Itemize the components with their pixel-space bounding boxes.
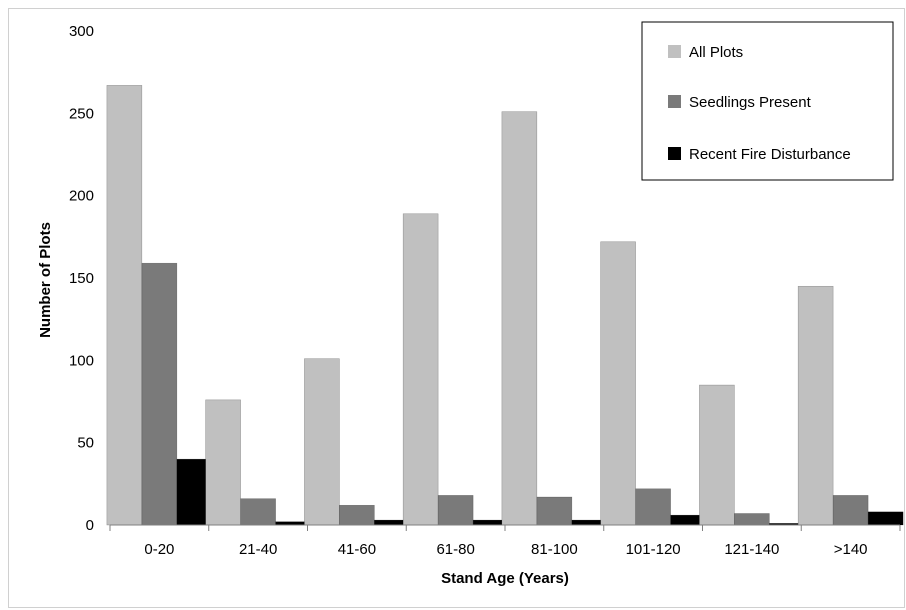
x-tick-label: 21-40	[239, 541, 277, 558]
legend-swatch	[668, 147, 681, 160]
bar-all-plots-5	[600, 241, 636, 526]
legend-swatch	[668, 95, 681, 108]
legend-label: Seedlings Present	[689, 94, 812, 111]
bar-seedlings-present-5	[635, 488, 671, 526]
x-tick-label: 41-60	[338, 541, 376, 558]
legend-swatch	[668, 45, 681, 58]
x-tick-label: 101-120	[626, 541, 681, 558]
y-tick-label: 150	[69, 270, 94, 287]
y-tick-label: 200	[69, 188, 94, 205]
y-axis-title: Number of Plots	[37, 222, 54, 338]
y-tick-label: 300	[69, 23, 94, 40]
y-tick-label: 250	[69, 105, 94, 122]
chart-frame	[8, 8, 905, 608]
legend: All Plots Seedlings Present Recent Fire Di…	[641, 21, 894, 181]
bar-all-plots-3	[402, 213, 439, 526]
y-tick-label: 50	[77, 435, 94, 452]
legend-label: All Plots	[689, 44, 743, 61]
bar-all-plots-7	[797, 285, 834, 526]
bar-all-plots-0	[106, 85, 143, 526]
bar-seedlings-present-0	[141, 262, 178, 526]
x-axis-title: Stand Age (Years)	[441, 570, 569, 587]
y-tick-label: 0	[86, 517, 94, 534]
bar-recent-fire-disturbance-7	[867, 511, 904, 526]
y-tick-label: 100	[69, 352, 94, 369]
bar-seedlings-present-6	[734, 513, 770, 526]
x-tick-label: 0-20	[144, 541, 174, 558]
bar-seedlings-present-3	[437, 495, 474, 526]
legend-label: Recent Fire Disturbance	[689, 146, 851, 163]
x-tick-label: 61-80	[436, 541, 474, 558]
x-tick-label: 121-140	[724, 541, 779, 558]
bar-all-plots-4	[501, 111, 538, 526]
bar-seedlings-present-4	[536, 496, 573, 526]
x-tick-label: 81-100	[531, 541, 578, 558]
x-axis-ticks: 0-20 21-40 41-60 61-80 81-100 101-120 121-140 >…	[109, 525, 901, 558]
bar-seedlings-present-2	[339, 504, 375, 526]
bar-seedlings-present-7	[832, 495, 869, 526]
bar-all-plots-2	[304, 358, 340, 526]
y-axis-ticks: 0 50 100 150 200 250 300	[69, 23, 94, 534]
bars	[106, 85, 904, 526]
bar-all-plots-6	[699, 384, 735, 526]
bar-all-plots-1	[205, 399, 241, 526]
bar-seedlings-present-1	[240, 498, 276, 526]
x-tick-label: >140	[834, 541, 868, 558]
legend-box	[641, 21, 894, 181]
